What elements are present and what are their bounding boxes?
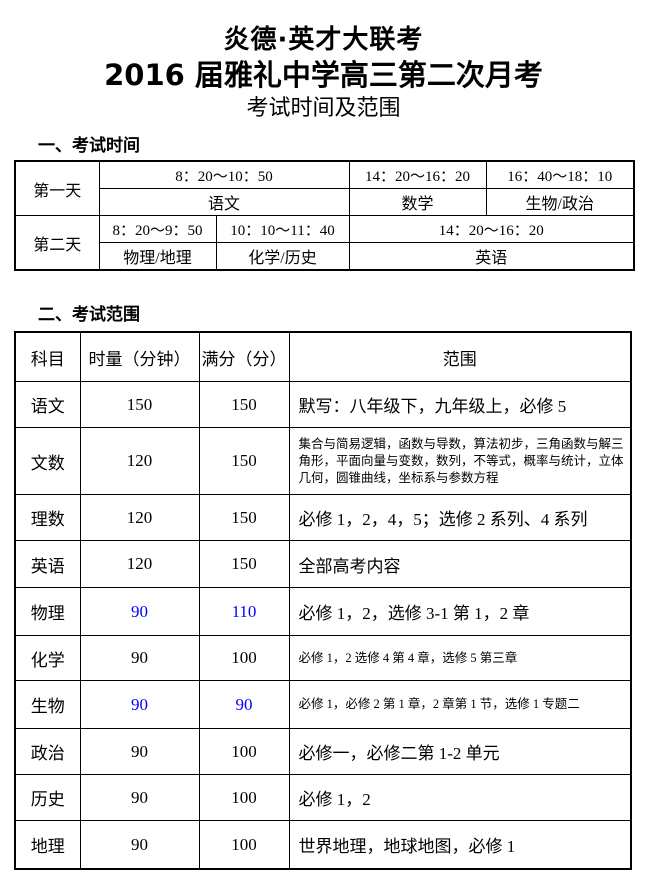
day2-slot1-time: 8：20～9：50 [98,215,217,243]
day1-slot3-subject: 生物/政治 [485,188,635,216]
full-score-cell: 150 [198,540,290,588]
table-row-physics: 物理 90 110 必修 1，2，选修 3-1 第 1，2 章 [14,587,632,636]
day2-slot2-subject: 化学/历史 [215,242,350,271]
col-header-subject: 科目 [14,331,81,382]
subject-cell: 物理 [14,587,81,636]
range-cell: 全部高考内容 [288,540,632,588]
full-score-cell: 100 [198,728,290,775]
full-score-cell: 110 [198,587,290,636]
full-score-cell: 150 [198,494,290,541]
table-row-science-math: 理数 120 150 必修 1，2，4，5；选修 2 系列、4 系列 [14,494,632,541]
subject-cell: 语文 [14,381,81,428]
subject-cell: 生物 [14,680,81,729]
range-cell: 世界地理，地球地图，必修 1 [288,820,632,870]
duration-cell: 90 [79,728,200,775]
full-score-cell: 90 [198,680,290,729]
subject-cell: 政治 [14,728,81,775]
day1-slot2-subject: 数学 [348,188,487,216]
exam-scope-table: 科目 时量（分钟） 满分（分） 范围 语文 150 150 默写：八年级下，九年… [14,331,632,870]
range-cell: 必修 1，2，4，5；选修 2 系列、4 系列 [288,494,632,541]
range-cell: 必修 1，必修 2 第 1 章，2 章第 1 节，选修 1 专题二 [288,680,632,729]
col-header-range: 范围 [288,331,632,382]
day2-slot1-subject: 物理/地理 [98,242,217,271]
range-cell: 默写：八年级下，九年级上，必修 5 [288,381,632,428]
subject-cell: 化学 [14,635,81,681]
subject-cell: 文数 [14,427,81,495]
day1-slot2-time: 14：20～16：20 [348,160,487,189]
subject-cell: 历史 [14,774,81,821]
duration-cell: 90 [79,774,200,821]
exam-schedule-table: 第一天 8：20～10：50 14：20～16：20 16：40～18：10 语… [14,160,636,271]
full-score-cell: 150 [198,381,290,428]
table-row-chinese: 语文 150 150 默写：八年级下，九年级上，必修 5 [14,381,632,428]
day1-time-row: 第一天 8：20～10：50 14：20～16：20 16：40～18：10 [14,160,635,216]
day2-slot3-subject: 英语 [348,242,635,271]
range-cell: 集合与简易逻辑，函数与导数，算法初步，三角函数与解三角形，平面向量与变数，数列，… [288,427,632,495]
range-cell: 必修一，必修二第 1-2 单元 [288,728,632,775]
day1-subject-row: 语文 数学 生物/政治 [15,188,635,216]
range-cell: 必修 1，2 选修 4 第 4 章，选修 5 第三章 [288,635,632,681]
duration-cell: 150 [79,381,200,428]
duration-cell: 90 [79,587,200,636]
scope-header-row: 科目 时量（分钟） 满分（分） 范围 [14,331,632,382]
subject-cell: 英语 [14,540,81,588]
full-score-cell: 150 [198,427,290,495]
day2-slot3-time: 14：20～16：20 [348,215,635,243]
exam-brand-title: 炎德·英才大联考 [223,25,424,55]
table-row-history: 历史 90 100 必修 1，2 [14,774,632,821]
table-row-liberal-math: 文数 120 150 集合与简易逻辑，函数与导数，算法初步，三角函数与解三角形，… [14,427,632,495]
duration-cell: 90 [79,680,200,729]
section-1-label: 一、考试时间 [38,136,140,155]
day1-slot1-subject: 语文 [98,188,350,216]
duration-cell: 120 [79,494,200,541]
section-2-label: 二、考试范围 [38,305,140,324]
duration-cell: 90 [79,635,200,681]
col-header-duration: 时量（分钟） [79,331,200,382]
subject-cell: 地理 [14,820,81,870]
table-row-chemistry: 化学 90 100 必修 1，2 选修 4 第 4 章，选修 5 第三章 [14,635,632,681]
duration-cell: 90 [79,820,200,870]
day2-time-row: 第二天 8：20～9：50 10：10～11：40 14：20～16：20 [14,215,635,271]
table-row-english: 英语 120 150 全部高考内容 [14,540,632,588]
full-score-cell: 100 [198,774,290,821]
day2-label: 第二天 [14,215,100,271]
day1-label: 第一天 [14,160,100,216]
duration-cell: 120 [79,427,200,495]
day2-slot2-time: 10：10～11：40 [215,215,350,243]
range-cell: 必修 1，2，选修 3-1 第 1，2 章 [288,587,632,636]
subject-cell: 理数 [14,494,81,541]
table-row-geography: 地理 90 100 世界地理，地球地图，必修 1 [14,820,632,870]
table-row-biology: 生物 90 90 必修 1，必修 2 第 1 章，2 章第 1 节，选修 1 专… [14,680,632,729]
col-header-full-score: 满分（分） [198,331,290,382]
exam-main-title: 2016 届雅礼中学高三第二次月考 [104,58,543,92]
exam-subtitle: 考试时间及范围 [246,96,401,121]
full-score-cell: 100 [198,820,290,870]
day1-slot1-time: 8：20～10：50 [98,160,350,189]
day1-slot3-time: 16：40～18：10 [485,160,635,189]
day2-subject-row: 物理/地理 化学/历史 英语 [15,242,635,271]
table-row-politics: 政治 90 100 必修一，必修二第 1-2 单元 [14,728,632,775]
duration-cell: 120 [79,540,200,588]
full-score-cell: 100 [198,635,290,681]
range-cell: 必修 1，2 [288,774,632,821]
